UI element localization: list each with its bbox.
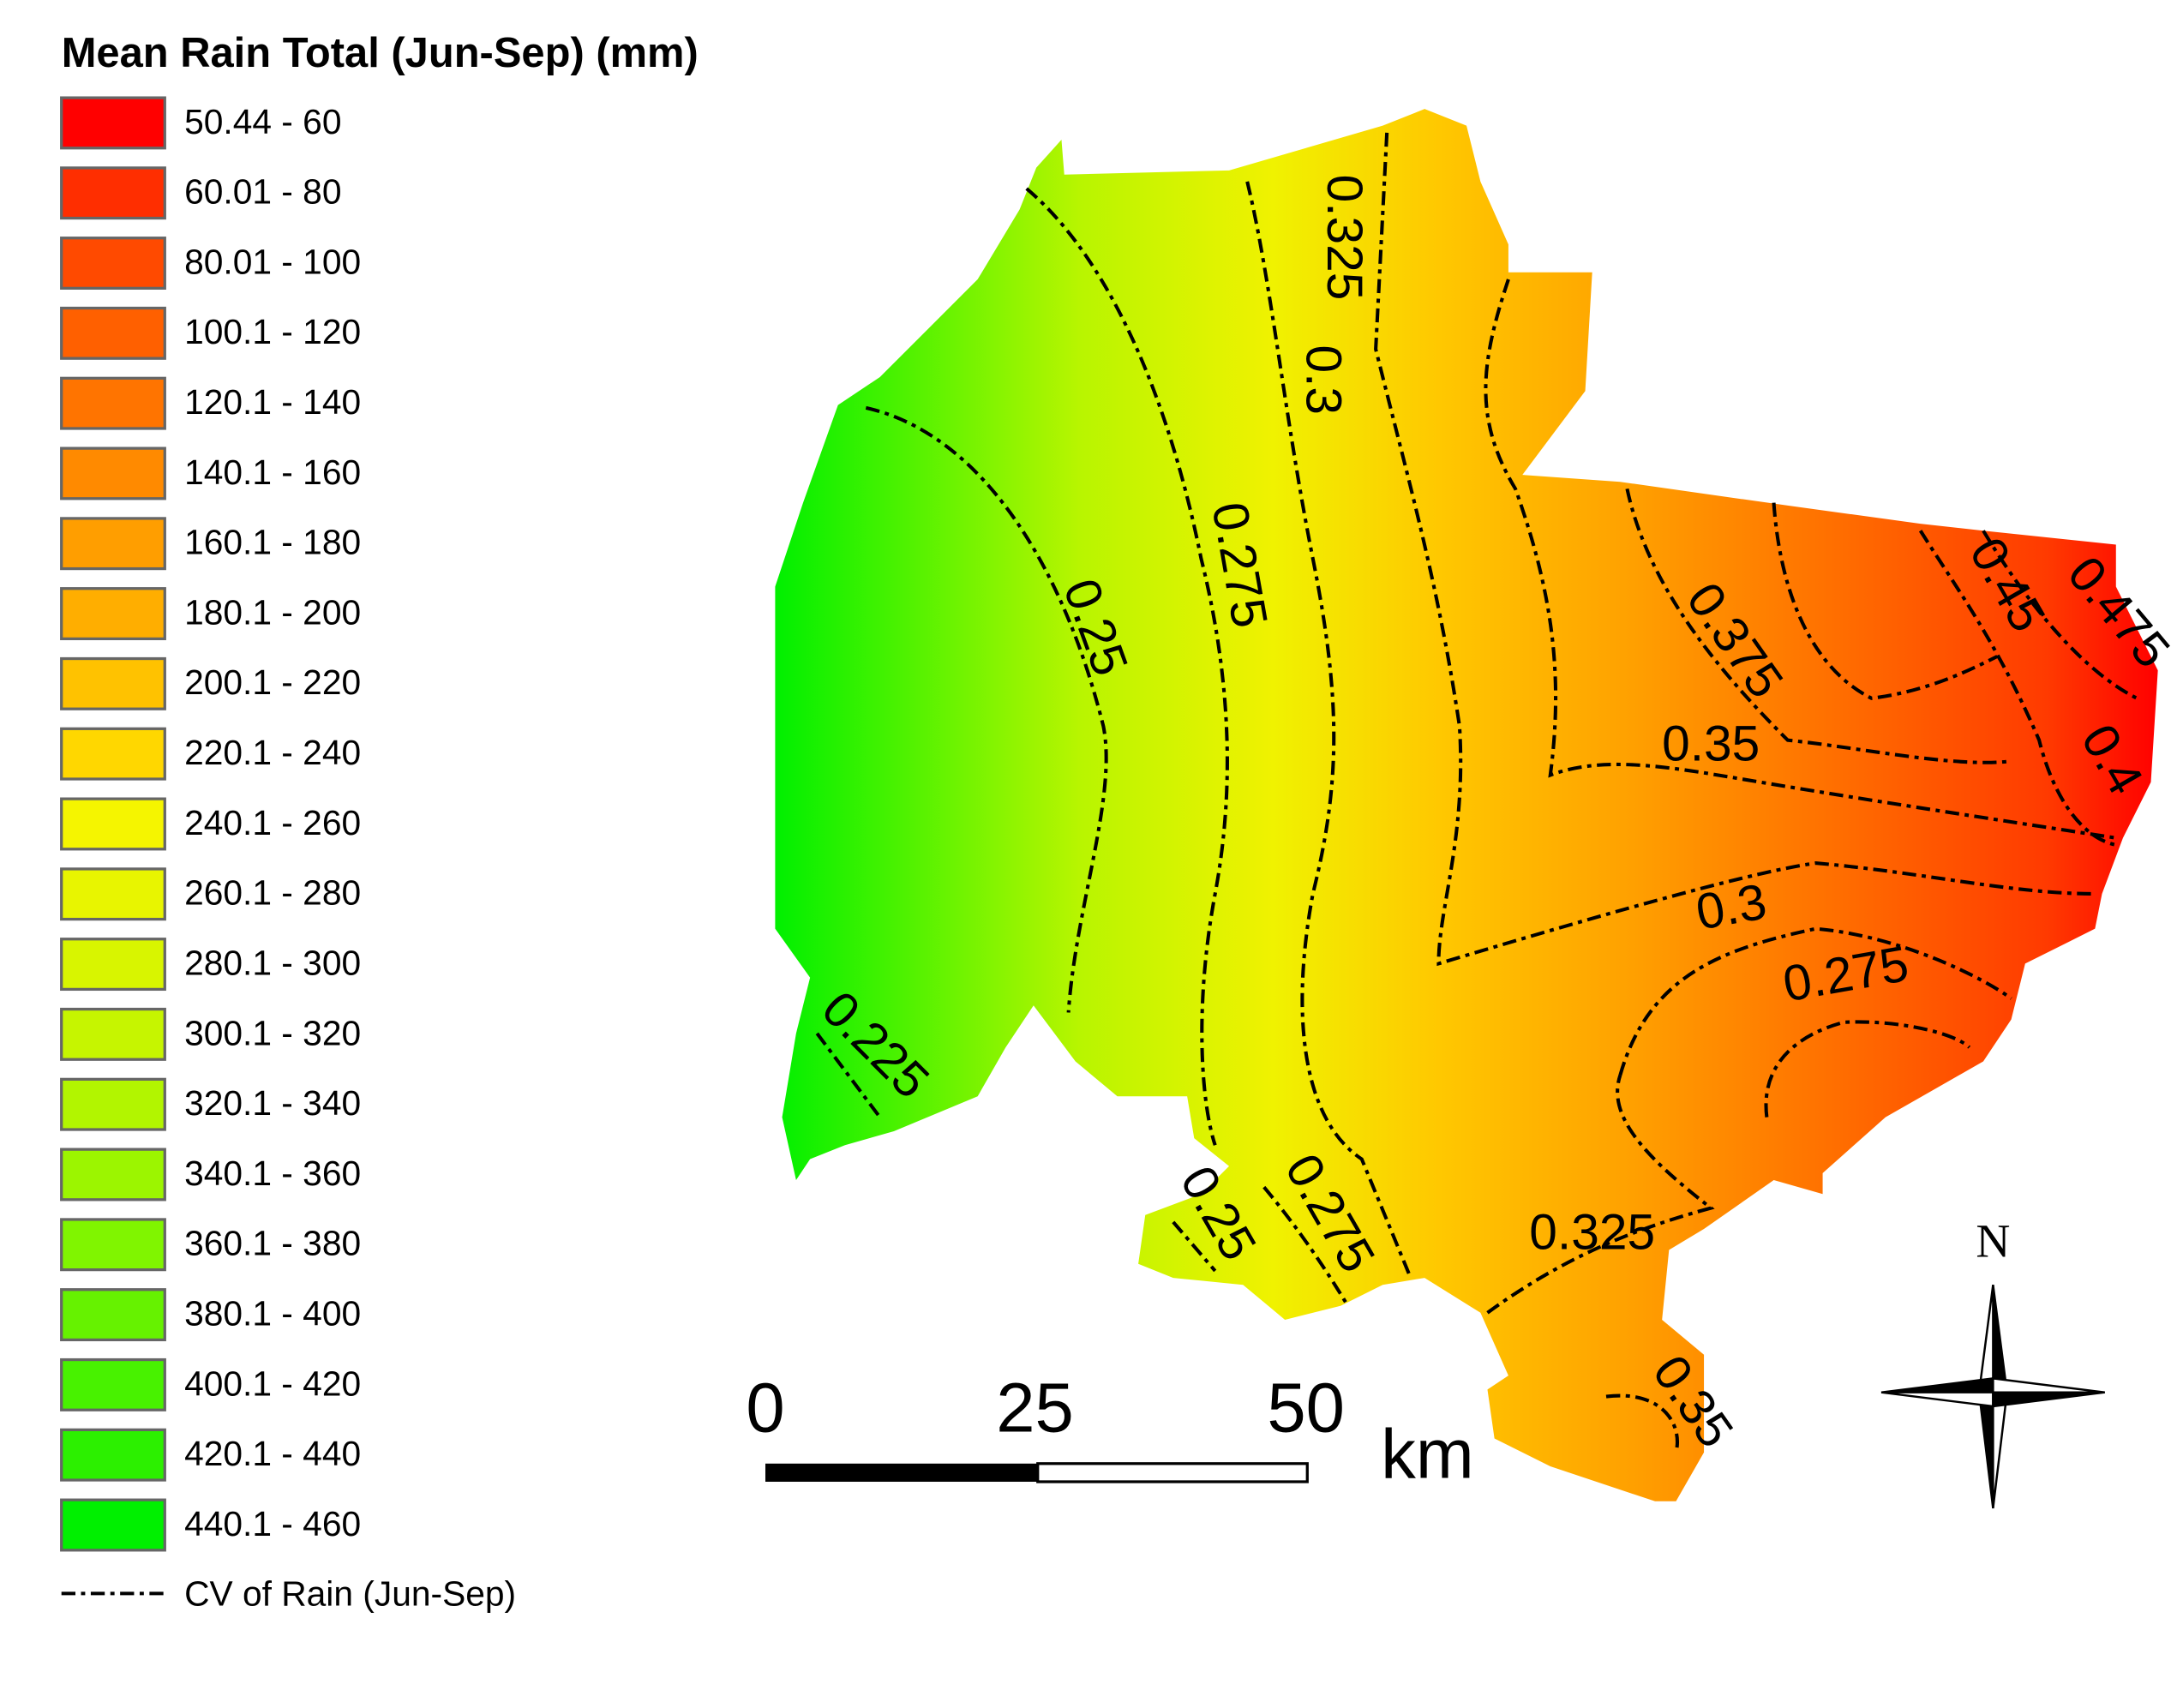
- legend-swatch: [60, 1498, 166, 1552]
- legend-swatch: [60, 797, 166, 851]
- legend-label: 320.1 - 340: [184, 1083, 361, 1123]
- contour-label: 0.325: [1316, 175, 1372, 301]
- legend-label: 180.1 - 200: [184, 592, 361, 632]
- legend-swatch: [60, 96, 166, 150]
- contour-line: [1605, 1393, 1679, 1453]
- legend-label: 380.1 - 400: [184, 1293, 361, 1333]
- legend-swatch: [60, 727, 166, 781]
- contour-label: 0.325: [1529, 1205, 1655, 1261]
- legend-swatch: [60, 1077, 166, 1131]
- contour-line: [1625, 488, 2012, 764]
- legend-label: 120.1 - 140: [184, 382, 361, 422]
- contour-label: 0.3: [1295, 345, 1351, 415]
- contour-line: [815, 1032, 882, 1118]
- contour-line: [1025, 187, 1229, 1146]
- legend-swatch: [60, 376, 166, 430]
- legend-title: Mean Rain Total (Jun-Sep) (mm): [62, 30, 699, 76]
- legend-label: 240.1 - 260: [184, 803, 361, 842]
- scale-label: 0: [746, 1369, 784, 1447]
- contour-line: [1262, 1185, 1350, 1307]
- scale-bar-white: [1036, 1462, 1309, 1483]
- contour-line: [1764, 1020, 1971, 1118]
- legend-label: 160.1 - 180: [184, 523, 361, 562]
- legend-swatch: [60, 656, 166, 710]
- legend-label: 50.44 - 60: [184, 102, 341, 141]
- legend-swatch: [60, 446, 166, 500]
- scale-label: 25: [996, 1369, 1074, 1447]
- legend-swatch: [60, 1428, 166, 1482]
- legend-label: 280.1 - 300: [184, 943, 361, 982]
- contour-line: [1172, 1220, 1217, 1273]
- legend-label: 100.1 - 120: [184, 312, 361, 351]
- legend-swatch: [60, 1357, 166, 1411]
- scale-unit: km: [1381, 1415, 1474, 1493]
- region: [775, 109, 2158, 1501]
- legend-label: 140.1 - 160: [184, 452, 361, 492]
- legend-swatch: [60, 1288, 166, 1342]
- legend-line-label: CV of Rain (Jun-Sep): [184, 1573, 516, 1613]
- contour-label: 0.35: [1662, 716, 1760, 771]
- legend-label: 220.1 - 240: [184, 733, 361, 772]
- contour-line: [865, 405, 1108, 1013]
- contours: [815, 132, 2138, 1453]
- contour-line: [1245, 181, 1412, 1279]
- legend-label: 60.01 - 80: [184, 172, 341, 212]
- legend-swatch: [60, 938, 166, 992]
- legend-swatch: [60, 867, 166, 921]
- legend-label: 260.1 - 280: [184, 873, 361, 913]
- legend-swatch: [60, 1148, 166, 1202]
- legend-swatch: [60, 587, 166, 641]
- legend-label: 200.1 - 220: [184, 662, 361, 702]
- scale-bar-black: [765, 1463, 1038, 1482]
- legend-label: 420.1 - 440: [184, 1434, 361, 1473]
- contour-line: [1772, 502, 1999, 700]
- scale-label: 50: [1267, 1369, 1345, 1447]
- legend-label: 300.1 - 320: [184, 1013, 361, 1052]
- contour-line: [1486, 1075, 1715, 1315]
- legend-swatch: [60, 237, 166, 290]
- north-label: N: [1976, 1214, 2010, 1267]
- contour-line: [1484, 279, 2117, 840]
- contour-line: [1618, 926, 2012, 1076]
- contour-line: [1374, 132, 2096, 967]
- legend-swatch: [60, 1218, 166, 1272]
- legend-label: 80.01 - 100: [184, 242, 361, 281]
- legend: 50.44 - 60 60.01 - 80 80.01 - 100 100.1 - 1…: [60, 96, 361, 1552]
- legend-label: 360.1 - 380: [184, 1224, 361, 1263]
- north-arrow: [1880, 1285, 2105, 1509]
- contour-label: 0.3: [1692, 873, 1771, 940]
- legend-swatch: [60, 306, 166, 360]
- legend-swatch: [60, 166, 166, 220]
- legend-swatch: [60, 1007, 166, 1061]
- contour-line: [1982, 530, 2138, 700]
- legend-label: 440.1 - 460: [184, 1504, 361, 1543]
- legend-label: 340.1 - 360: [184, 1154, 361, 1193]
- legend-swatch: [60, 517, 166, 571]
- legend-label: 400.1 - 420: [184, 1363, 361, 1403]
